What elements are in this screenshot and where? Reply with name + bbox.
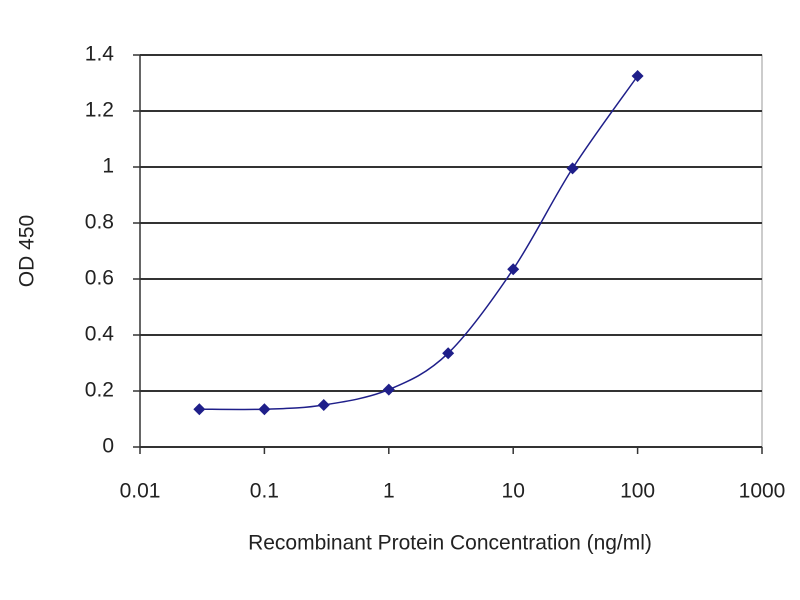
y-tick-label: 1.4 (85, 43, 115, 66)
y-tick-label: 0.4 (85, 323, 115, 346)
y-axis-label: OD 450 (16, 215, 39, 287)
data-point (631, 70, 644, 82)
x-tick-label: 0.1 (250, 480, 279, 503)
x-tick-label: 0.01 (120, 480, 161, 503)
data-point (442, 347, 455, 360)
y-tick-label: 0.8 (85, 211, 114, 234)
y-tick-label: 0 (102, 435, 114, 458)
data-point (317, 399, 330, 411)
data-point (258, 403, 271, 416)
data-point (382, 383, 395, 396)
y-tick-label: 1 (102, 155, 114, 178)
data-point (193, 403, 206, 416)
x-tick-label: 1000 (739, 480, 786, 503)
data-point (566, 162, 579, 175)
x-tick-label: 100 (620, 480, 655, 503)
x-tick-label: 10 (502, 480, 525, 503)
data-point (507, 263, 520, 276)
plot-frame (139, 54, 763, 448)
y-tick-label: 1.2 (85, 99, 114, 122)
x-tick-label: 1 (383, 480, 395, 503)
x-axis-label: Recombinant Protein Concentration (ng/ml… (248, 532, 652, 555)
y-tick-label: 0.2 (85, 379, 114, 402)
y-tick-label: 0.6 (85, 267, 114, 290)
